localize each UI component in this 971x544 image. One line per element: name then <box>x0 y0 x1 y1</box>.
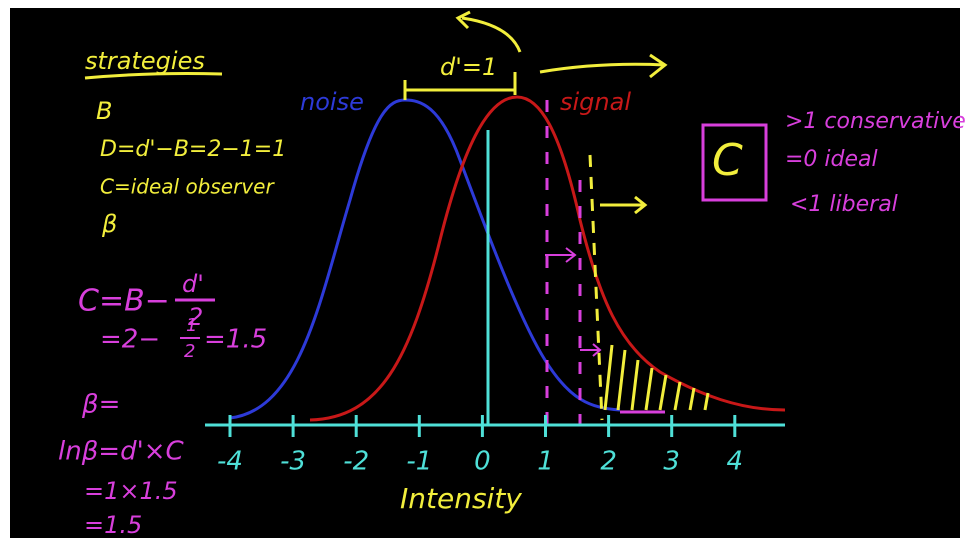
noise-label: noise <box>300 88 364 116</box>
criterion-meaning: >1 conservative <box>785 109 966 134</box>
criterion-box <box>701 123 768 202</box>
arrow <box>580 343 602 357</box>
ticks: -4 -3 -2 -1 0 1 2 3 4 <box>217 415 743 477</box>
underline <box>84 72 223 80</box>
tick-label: 2 <box>600 447 617 477</box>
strategy-item: C=ideal observer <box>100 175 275 199</box>
tick-label: -2 <box>343 447 369 477</box>
formula: 1 <box>186 315 197 336</box>
arrow <box>539 53 668 79</box>
formula: 2 <box>184 341 195 362</box>
formula: lnβ=d'×C <box>58 437 185 467</box>
criterion-line <box>588 154 604 421</box>
formula: =1.5 <box>84 511 142 539</box>
criterion-meaning: <1 liberal <box>790 192 898 217</box>
tick-label: 0 <box>474 447 491 477</box>
strategy-item: D=d'−B=2−1=1 <box>100 137 286 162</box>
criterion-meaning: =0 ideal <box>785 147 878 172</box>
tick-label: -1 <box>406 447 432 477</box>
strategy-item: β <box>101 210 117 238</box>
formula: =2− <box>100 325 160 355</box>
arrow <box>455 10 522 53</box>
noise-curve <box>229 98 621 420</box>
strategy-item: B <box>96 97 112 125</box>
formula: β= <box>81 390 120 420</box>
d-prime-bracket <box>403 72 517 100</box>
tick-label: 1 <box>537 447 554 477</box>
arrow <box>545 247 577 263</box>
tick-label: 3 <box>663 447 680 477</box>
tick-label: -3 <box>280 447 306 477</box>
strategies-title: strategies <box>85 47 205 75</box>
tick-label: -4 <box>217 447 243 477</box>
hatching <box>603 344 710 411</box>
formula: C=B− <box>78 284 170 319</box>
formula: =1×1.5 <box>84 477 178 505</box>
tick-label: 4 <box>727 447 744 477</box>
board <box>10 8 960 538</box>
signal-curve <box>309 95 786 422</box>
x-axis-label: Intensity <box>400 482 522 515</box>
criterion-symbol: C <box>712 135 743 186</box>
formula: 2 <box>188 303 203 331</box>
arrow <box>600 195 648 215</box>
formula: d' <box>182 270 204 298</box>
formula: =1.5 <box>204 325 267 355</box>
signal-label: signal <box>560 88 631 116</box>
d-prime-label: d'=1 <box>440 53 497 81</box>
